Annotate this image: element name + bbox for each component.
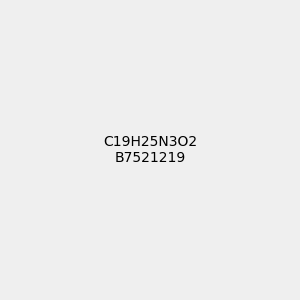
Text: C19H25N3O2
B7521219: C19H25N3O2 B7521219 — [103, 135, 197, 165]
